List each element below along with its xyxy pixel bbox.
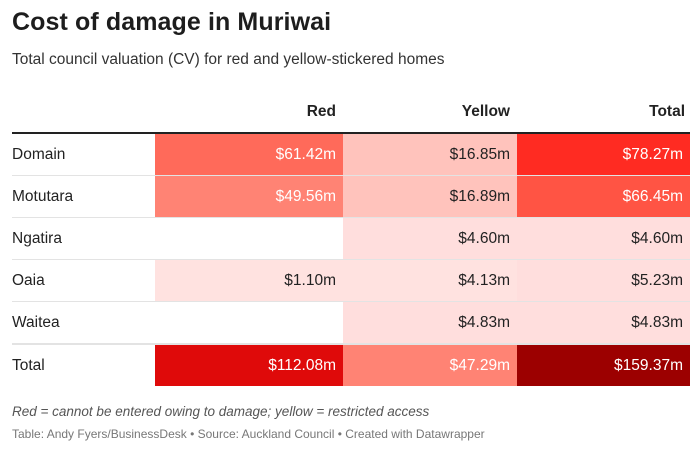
cell-red: $1.10m [155,260,343,301]
cell-yellow: $47.29m [343,345,517,386]
column-header-yellow[interactable]: Yellow [461,103,510,120]
cell-yellow: $4.83m [343,302,517,343]
cell-red: $49.56m [155,176,343,217]
cell-total: $4.60m [517,218,690,259]
table-row: Motutara $49.56m $16.89m $66.45m [12,176,690,218]
cell-total: $5.23m [517,260,690,301]
cell-red [155,218,343,259]
table-row: Domain $61.42m $16.85m $78.27m [12,134,690,176]
source-line: Table: Andy Fyers/BusinessDesk • Source:… [12,427,485,441]
cell-yellow: $4.13m [343,260,517,301]
cell-red: $112.08m [155,345,343,386]
table-row: Ngatira $4.60m $4.60m [12,218,690,260]
cell-yellow: $16.85m [343,134,517,175]
cell-yellow: $16.89m [343,176,517,217]
row-label: Waitea [12,314,60,331]
row-label: Oaia [12,272,45,289]
table-header: Red Yellow Total [12,92,690,134]
column-header-red[interactable]: Red [306,103,336,120]
cell-total: $78.27m [517,134,690,175]
row-label: Ngatira [12,230,62,247]
cell-total: $4.83m [517,302,690,343]
table-row: Total $112.08m $47.29m $159.37m [12,344,690,386]
cell-yellow: $4.60m [343,218,517,259]
data-table: Red Yellow Total Domain $61.42m $16.85m $78… [12,92,690,386]
cell-total: $66.45m [517,176,690,217]
footnote: Red = cannot be entered owing to damage;… [12,404,430,419]
table-row: Oaia $1.10m $4.13m $5.23m [12,260,690,302]
chart-subtitle: Total council valuation (CV) for red and… [12,51,445,68]
row-label: Motutara [12,188,74,205]
chart-title: Cost of damage in Muriwai [12,8,332,36]
cell-total: $159.37m [517,345,690,386]
column-header-total[interactable]: Total [649,103,685,120]
row-label: Domain [12,146,66,163]
cell-red: $61.42m [155,134,343,175]
table-row: Waitea $4.83m $4.83m [12,302,690,344]
table-body: Domain $61.42m $16.85m $78.27m Motutara $49.5… [12,134,690,386]
cell-red [155,302,343,343]
row-label: Total [12,357,45,374]
